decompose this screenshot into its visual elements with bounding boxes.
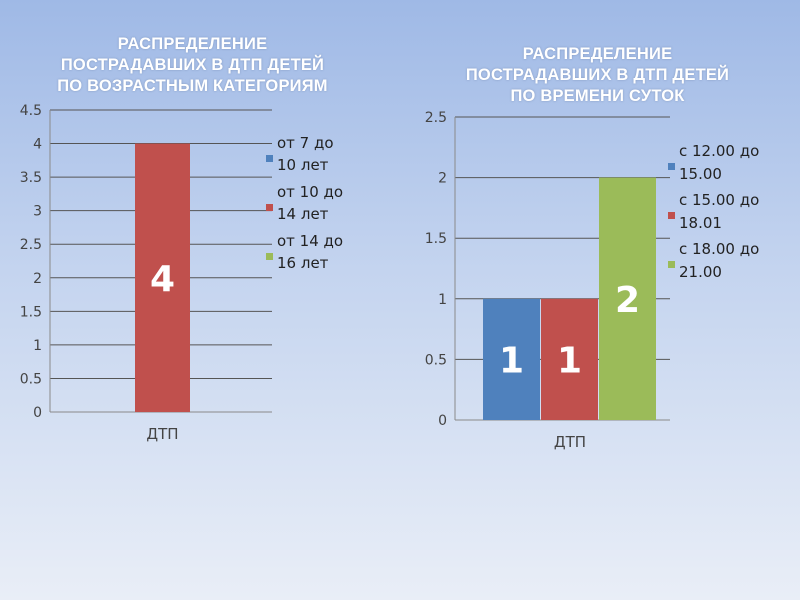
bar-data-label: 1 — [499, 340, 524, 381]
legend-label: 10 лет — [277, 156, 329, 174]
left-chart-title: РАСПРЕДЕЛЕНИЕ ПОСТРАДАВШИХ В ДТП ДЕТЕЙ П… — [20, 34, 365, 97]
y-tick-label: 0 — [33, 405, 42, 421]
bar-data-label: 2 — [615, 280, 640, 321]
legend-label: с 12.00 до — [679, 142, 759, 160]
y-tick-label: 3 — [33, 204, 42, 220]
bar-data-label: 4 — [150, 259, 175, 300]
y-tick-label: 2 — [438, 171, 447, 187]
y-tick-label: 0.5 — [425, 352, 447, 368]
legend-swatch — [668, 261, 675, 268]
y-tick-label: 0 — [438, 413, 447, 429]
right-title-line: ПО ВРЕМЕНИ СУТОК — [510, 87, 685, 105]
y-tick-label: 1 — [33, 338, 42, 354]
y-tick-label: 1 — [438, 292, 447, 308]
bar-data-label: 1 — [557, 340, 582, 381]
y-tick-label: 0.5 — [20, 371, 42, 387]
y-tick-label: 4 — [33, 137, 42, 153]
bar — [483, 298, 540, 420]
legend-swatch — [668, 212, 675, 219]
y-tick-label: 2 — [33, 271, 42, 287]
legend-label: от 14 до — [277, 232, 343, 250]
left-title-line: ПО ВОЗРАСТНЫМ КАТЕГОРИЯМ — [57, 77, 328, 95]
y-tick-label: 3.5 — [20, 170, 42, 186]
y-tick-label: 2.5 — [425, 110, 447, 126]
y-tick-label: 1.5 — [425, 231, 447, 247]
y-tick-label: 4.5 — [20, 103, 42, 119]
legend-swatch — [668, 163, 675, 170]
x-category-label: ДТП — [554, 433, 586, 451]
legend-label: 15.00 — [679, 165, 722, 183]
bar — [541, 298, 598, 420]
legend-label: 16 лет — [277, 254, 329, 272]
legend-swatch — [266, 204, 273, 211]
legend-swatch — [266, 155, 273, 162]
right-chart-title: РАСПРЕДЕЛЕНИЕ ПОСТРАДАВШИХ В ДТП ДЕТЕЙ П… — [425, 44, 770, 107]
left-title-line: ПОСТРАДАВШИХ В ДТП ДЕТЕЙ — [60, 56, 325, 74]
x-category-label: ДТП — [146, 425, 178, 443]
legend-label: от 7 до — [277, 134, 334, 152]
legend-label: с 18.00 до — [679, 240, 759, 258]
legend-label: с 15.00 до — [679, 191, 759, 209]
legend-label: от 10 до — [277, 183, 343, 201]
y-tick-label: 1.5 — [20, 304, 42, 320]
bar — [135, 143, 190, 413]
right-title-line: ПОСТРАДАВШИХ В ДТП ДЕТЕЙ — [465, 66, 730, 84]
legend-label: 18.01 — [679, 214, 722, 232]
left-title-line: РАСПРЕДЕЛЕНИЕ — [117, 35, 268, 53]
legend-swatch — [266, 253, 273, 260]
legend-label: 21.00 — [679, 263, 722, 281]
y-tick-label: 2.5 — [20, 237, 42, 253]
right-title-line: РАСПРЕДЕЛЕНИЕ — [522, 45, 673, 63]
legend-label: 14 лет — [277, 205, 329, 223]
bar — [599, 177, 656, 420]
